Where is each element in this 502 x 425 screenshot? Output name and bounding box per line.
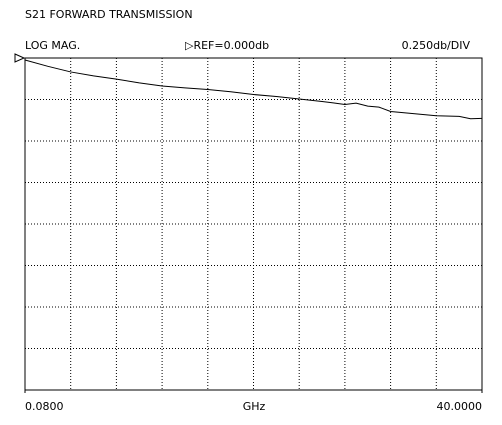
format-label: LOG MAG. [25,39,80,52]
x-axis-label: GHz [243,400,266,413]
x-tick-label: 40.0000 [437,400,483,413]
chart-title: S21 FORWARD TRANSMISSION [25,8,193,21]
ref-label: ▷REF=0.000db [185,39,269,52]
trace [24,59,483,120]
plot-frame [24,57,483,391]
x-tick-label: 0.0800 [25,400,64,413]
ref-pointer [14,53,26,63]
scale-label: 0.250db/DIV [402,39,471,52]
